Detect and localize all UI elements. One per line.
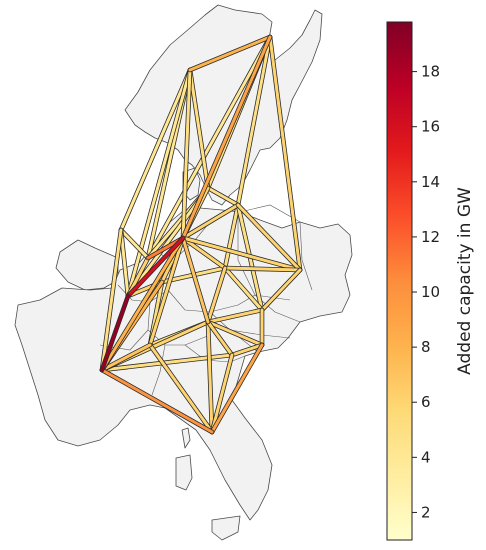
link-SI-IT [210,353,234,434]
link-PL-LT [236,203,302,272]
link-GB-FR [100,228,123,372]
link-FR-DE [100,236,185,372]
link-SE-NL [146,35,272,260]
link-SK-AT [206,308,264,324]
link-CH-IT [148,343,214,434]
colorbar-tick-label-6: 6 [421,393,431,411]
colorbar: 2 4 6 8 10 12 14 16 18 Added capacity in GW [386,21,475,541]
colorbar-tick-label-12: 12 [421,228,440,246]
colorbar-ticks: 2 4 6 8 10 12 14 16 18 [412,63,440,521]
link-LT-CZ [223,266,302,272]
link-FR-IT [100,368,214,434]
link-DE-PL [181,203,240,240]
corsica-shape [181,427,191,449]
scandinavia-shape [124,4,323,206]
border-fr-it [151,344,166,396]
link-CZ-SK [223,266,264,312]
colorbar-tick-label-14: 14 [421,173,440,191]
link-NO-DE [181,68,192,240]
link-AT-SI [206,320,234,357]
link-DK-PL [206,186,240,207]
sardinia-shape [175,454,193,491]
colorbar-tick-label-18: 18 [421,63,440,81]
link-FR-CH [100,343,152,372]
link-DE-LT [181,236,302,272]
colorbar-tick-label-16: 16 [421,118,440,136]
link-NO-GB [119,68,192,232]
colorbar-tick-label-4: 4 [421,448,431,466]
link-DE-AT [181,236,210,324]
country-shapes [14,4,353,541]
colorbar-frame [386,21,413,541]
border-baltic [239,204,301,223]
border-pl-east [299,221,313,291]
great-britain-shape [55,239,119,291]
link-BE-FR [100,294,130,372]
colorbar-tick-label-10: 10 [421,283,440,301]
link-SE-LT [268,35,302,272]
link-CZ-AT [206,266,227,324]
link-IT-HU [210,343,264,434]
link-SE-DE [181,35,272,240]
sicily-shape [211,515,241,541]
link-AT-IT [206,320,214,434]
link-AT-HU [206,320,264,347]
link-NO-BE [126,68,192,298]
link-DE-CH [148,236,185,347]
link-SE-PL [236,35,272,207]
border-it-north [184,344,246,363]
link-DE-CZ [181,236,227,270]
colorbar-tick-label-2: 2 [421,503,431,521]
continental-europe-shape [14,207,353,521]
link-LT-SK [260,268,302,312]
link-BE-DE [126,236,185,298]
link-GB-BE [119,228,130,298]
link-NO-DK [188,68,210,190]
colorbar-tick-label-8: 8 [421,338,431,356]
link-PL-CZ [223,203,240,270]
link-GB-NL [119,228,150,260]
link-SE-NO [188,35,272,72]
colorbar-gradient [387,22,412,540]
transmission-links [99,34,303,435]
colorbar-label: Added capacity in GW [455,187,475,375]
link-HU-SI [230,343,264,357]
